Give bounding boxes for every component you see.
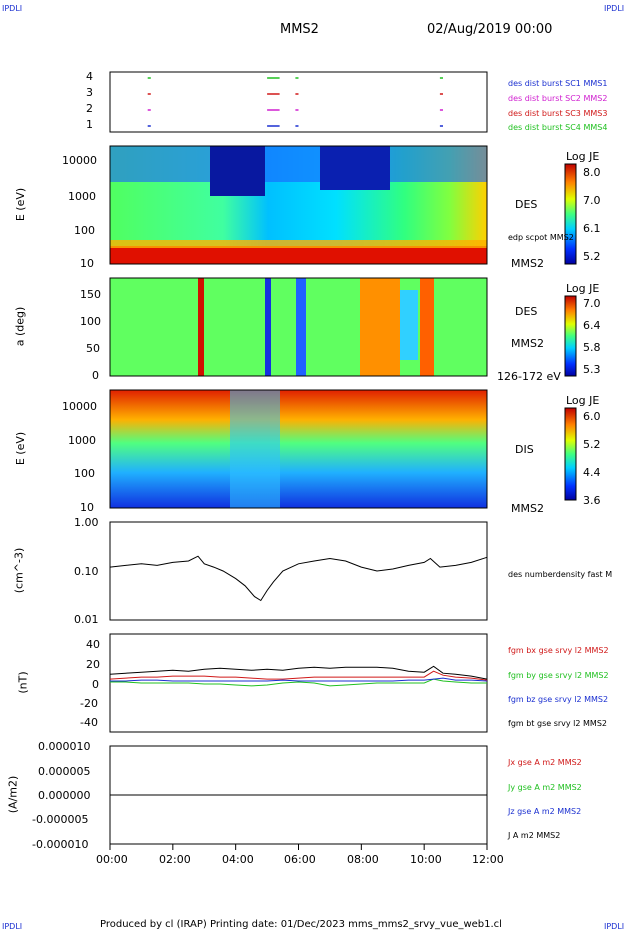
des-pitch-cb-title: Log JE [566, 282, 600, 295]
fgm-ytick: 40 [86, 638, 100, 651]
burst-legend-sc2: des dist burst SC2 MMS2 [508, 94, 608, 103]
burst-legend-sc3: des dist burst SC3 MMS3 [508, 109, 608, 118]
density-line [109, 555, 488, 602]
des-pitch-ylabel: a (deg) [13, 306, 27, 347]
current-ytick: 0.000010 [38, 740, 91, 753]
fgm-legend-bt: fgm bt gse srvy l2 MMS2 [508, 719, 607, 728]
des-pitch-cb-tick: 5.8 [583, 341, 601, 354]
dis-energy-ylabel: E (eV) [14, 431, 28, 466]
des-energy-ytick: 100 [74, 224, 95, 237]
des-pitch-cb-tick: 5.3 [583, 363, 601, 376]
des-energy-scpot-label: edp scpot MMS2 [508, 233, 574, 242]
dis-energy-cb-tick: 5.2 [583, 438, 601, 451]
x-tick-label: 12:00 [472, 853, 504, 866]
x-tick-label: 02:00 [159, 853, 191, 866]
fgm-ytick: -40 [80, 716, 98, 729]
current-ytick: -0.000010 [32, 838, 89, 851]
dis-energy-ytick: 10000 [62, 400, 97, 413]
des-pitch-ytick: 0 [92, 369, 99, 382]
des-energy-ylabel: E (eV) [14, 187, 28, 222]
dis-energy-cb-tick: 4.4 [583, 466, 601, 479]
current-ytick: -0.000005 [32, 813, 89, 826]
current-legend-jx: Jx gse A m2 MMS2 [508, 758, 582, 767]
des-energy-cb-title: Log JE [566, 150, 600, 163]
des-pitch-sc-label: MMS2 [511, 337, 544, 350]
dis-energy-label: DIS [515, 443, 534, 456]
fgm-by-line [110, 678, 487, 687]
x-tick-label: 08:00 [347, 853, 379, 866]
burst-ytick: 1 [86, 118, 93, 131]
burst-panel-frame [109, 71, 488, 133]
corner-mark-bottom-right: IPDLI [604, 922, 625, 931]
des-energy-cb-tick: 5.2 [583, 250, 601, 263]
density-ylabel: (cm^-3) [12, 547, 26, 594]
des-energy-cb-tick: 7.0 [583, 194, 601, 207]
des-pitch-ytick: 50 [86, 342, 100, 355]
fgm-ytick: 0 [92, 678, 99, 691]
corner-mark-top-right: IPDLI [604, 4, 625, 13]
dis-energy-cb-tick: 3.6 [583, 494, 601, 507]
dis-energy-spectrogram [110, 390, 487, 508]
density-series [109, 555, 488, 602]
des-energy-ytick: 10 [80, 257, 94, 270]
spacecraft-title: MMS2 [280, 22, 319, 37]
x-tick-label: 10:00 [410, 853, 442, 866]
x-tick-label: 00:00 [96, 853, 128, 866]
density-ytick: 0.10 [74, 565, 99, 578]
fgm-ytick: 20 [86, 658, 100, 671]
des-energy-label: DES [515, 198, 538, 211]
burst-legend-sc1: des dist burst SC1 MMS1 [508, 79, 608, 88]
des-energy-ytick: 1000 [68, 190, 96, 203]
fgm-legend-bx: fgm bx gse srvy l2 MMS2 [508, 646, 609, 655]
des-pitch-cb-tick: 6.4 [583, 319, 601, 332]
dis-energy-ytick: 100 [74, 467, 95, 480]
x-tick-label: 06:00 [284, 853, 316, 866]
dis-energy-cb-tick: 6.0 [583, 410, 601, 423]
des-pitch-colorbar [564, 295, 577, 377]
des-pitch-ytick: 150 [80, 288, 101, 301]
dis-energy-ytick: 10 [80, 501, 94, 514]
current-ylabel: (A/m2) [6, 775, 20, 814]
current-ytick: 0.000000 [38, 789, 91, 802]
fgm-ylabel: (nT) [16, 671, 30, 694]
current-legend-jy: Jy gse A m2 MMS2 [508, 783, 582, 792]
des-energy-ytick: 10000 [62, 154, 97, 167]
des-pitch-cb-tick: 7.0 [583, 297, 601, 310]
x-tick-label: 04:00 [222, 853, 254, 866]
dis-energy-cb-title: Log JE [566, 394, 600, 407]
corner-mark-bottom-left: IPDLI [2, 922, 23, 931]
current-ytick: 0.000005 [38, 765, 91, 778]
corner-mark-top-left: IPDLI [2, 4, 23, 13]
des-pitch-energy-range: 126-172 eV [497, 370, 561, 383]
dis-energy-ytick: 1000 [68, 434, 96, 447]
density-legend: des numberdensity fast M [508, 570, 613, 579]
density-panel-frame [109, 521, 488, 621]
density-ytick: 0.01 [74, 613, 99, 626]
fgm-ytick: -20 [80, 697, 98, 710]
dis-energy-sc-label: MMS2 [511, 502, 544, 515]
burst-legend-sc4: des dist burst SC4 MMS4 [508, 123, 608, 132]
fgm-legend-bz: fgm bz gse srvy l2 MMS2 [508, 695, 609, 704]
footer-credit: Produced by cl (IRAP) Printing date: 01/… [100, 919, 502, 930]
fgm-bt-line [109, 665, 488, 680]
fgm-series [109, 665, 488, 687]
des-pitch-ytick: 100 [80, 315, 101, 328]
burst-ytick: 3 [86, 86, 93, 99]
dis-energy-colorbar [564, 407, 577, 501]
des-energy-cb-tick: 6.1 [583, 222, 601, 235]
fgm-bz-line [110, 677, 488, 682]
current-legend-j: J A m2 MMS2 [508, 831, 561, 840]
des-pitch-label: DES [515, 305, 538, 318]
des-energy-colorbar [564, 163, 577, 265]
burst-ytick: 4 [86, 70, 93, 83]
date-title: 02/Aug/2019 00:00 [427, 22, 553, 37]
fgm-bx-line [109, 670, 488, 681]
fgm-legend-by: fgm by gse srvy l2 MMS2 [508, 671, 609, 680]
burst-ytick: 2 [86, 102, 93, 115]
des-energy-sc-label: MMS2 [511, 257, 544, 270]
des-energy-cb-tick: 8.0 [583, 166, 601, 179]
density-ytick: 1.00 [74, 516, 99, 529]
current-legend-jz: Jz gse A m2 MMS2 [508, 807, 582, 816]
